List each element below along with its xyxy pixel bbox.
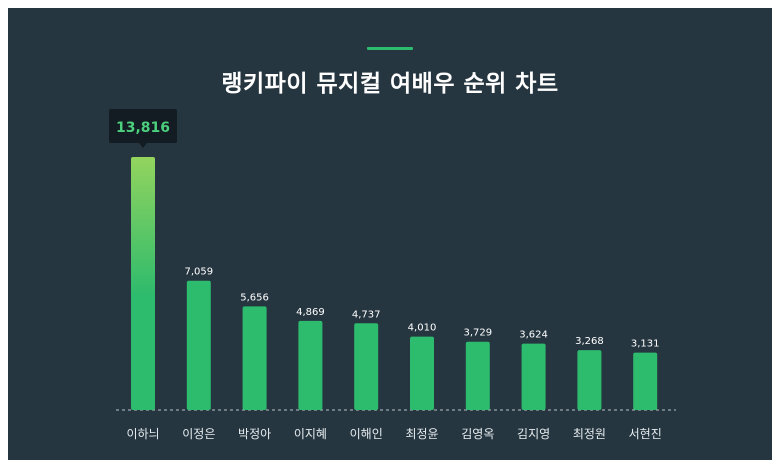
bar [242,306,267,410]
category-label: 김영옥 [461,427,494,441]
bar [577,350,602,410]
category-label: 이정은 [182,427,215,441]
data-label: 7,059 [184,267,213,278]
bar [465,341,490,410]
bar [131,157,155,410]
title-accent-line [367,47,413,50]
bar [354,323,379,410]
tooltip-pointer [139,143,147,148]
data-label: 3,268 [575,336,604,347]
value-tooltip [109,109,177,143]
bar [633,352,658,410]
category-label: 박정아 [238,427,271,441]
data-label: 3,131 [631,339,660,350]
bar [410,336,434,410]
data-label: 5,656 [240,292,269,303]
data-label: 4,737 [352,309,381,320]
category-label: 이해인 [350,427,383,441]
category-label: 최정윤 [405,427,438,441]
data-label: 3,729 [463,328,492,339]
bar [186,280,211,410]
data-label: 3,624 [519,330,548,341]
category-label: 서현진 [629,427,662,441]
data-label: 4,010 [408,323,437,334]
category-label: 최정원 [573,427,606,441]
data-label: 13,816 [116,120,170,136]
category-label: 이하늬 [126,427,159,441]
chart-title: 랭키파이 뮤지컬 여배우 순위 차트 [221,71,559,97]
data-label: 4,869 [296,307,325,318]
bar [298,320,323,410]
category-label: 이지혜 [294,427,327,441]
bar [521,343,546,410]
category-label: 김지영 [517,427,550,441]
